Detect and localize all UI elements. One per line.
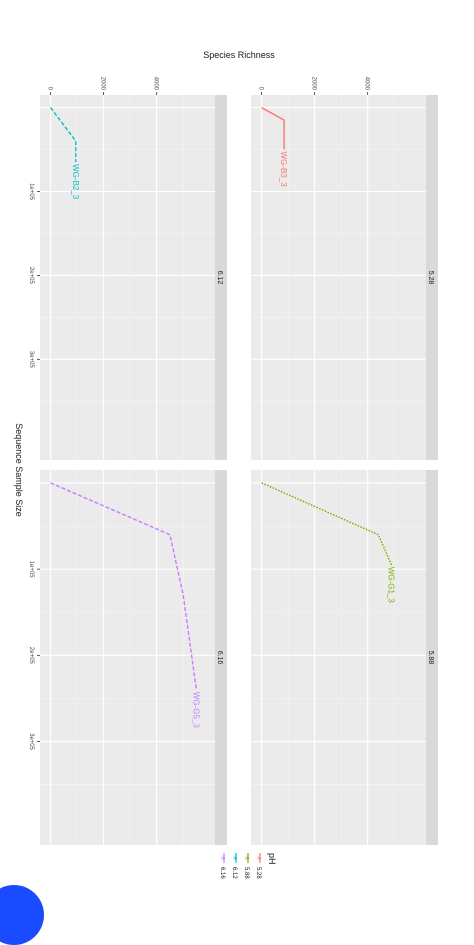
panel-background — [251, 470, 426, 845]
facet-strip — [426, 95, 438, 460]
facet-strip-label: 5.28 — [427, 271, 434, 285]
legend-title: pH — [267, 853, 277, 865]
facet-panel-5.28: 5.28 WG-B3_3 — [251, 95, 438, 460]
facet-panel-6.12: 6.12 WG-B2_3 — [40, 95, 227, 460]
y-tick-label: 2000 — [311, 77, 317, 91]
y-tick-label: 0 — [258, 87, 264, 91]
y-tick-label: 4000 — [364, 77, 370, 91]
legend-item-label: 5.28 — [255, 867, 261, 879]
series-end-label: WG-B3_3 — [279, 152, 288, 188]
y-tick-label: 2000 — [100, 77, 106, 91]
legend-item-label: 6.12 — [231, 867, 237, 879]
x-tick-label: 1e+05 — [28, 183, 34, 201]
facet-strip-label: 6.12 — [216, 271, 223, 285]
legend-key-6.12: a 6.12 — [231, 853, 238, 879]
x-tick-label: 1e+05 — [28, 561, 34, 579]
series-line-5.88 — [261, 482, 393, 566]
facet-strip-label: 6.16 — [216, 651, 223, 665]
facet-panel-6.16: 6.16 WG-G5_3 — [40, 470, 227, 845]
series-line-6.12 — [50, 107, 77, 163]
y-tick-label: 4000 — [153, 77, 159, 91]
x-tick-label: 2e+05 — [28, 267, 34, 285]
panel-background — [40, 470, 215, 845]
facet-strip-label: 5.88 — [427, 651, 434, 665]
y-tick-label: 0 — [47, 87, 53, 91]
legend-key-glyph: a — [244, 856, 250, 860]
x-tick-label: 3e+05 — [28, 733, 34, 751]
legend-key-glyph: a — [232, 856, 238, 860]
panel-background — [251, 95, 426, 460]
legend-item-label: 6.16 — [219, 867, 225, 879]
chart-svg: 5.28 WG-B3_3 5.88 WG-G1_3 6.12 WG-B2_3 6.16 WG-… — [14, 50, 438, 879]
panel-background — [40, 95, 215, 460]
series-end-label: WG-G5_3 — [191, 692, 200, 729]
series-end-label: WG-G1_3 — [387, 567, 396, 604]
x-axis-title: Sequence Sample Size — [14, 423, 24, 517]
axes: 0 2000 4000 1e+05 2e+05 3e+05 0 2000 4000 1e+05 2e… — [14, 50, 370, 751]
legend-key-5.88: a 5.88 — [243, 853, 250, 879]
series-end-label: WG-B2_3 — [71, 164, 80, 200]
faceted-rarefaction-chart: 5.28 WG-B3_3 5.88 WG-G1_3 6.12 WG-B2_3 6.16 WG-… — [14, 50, 438, 879]
legend: pH a 5.28 a 5.88 a 6.12 a 6.16 — [219, 853, 277, 879]
legend-key-glyph: a — [220, 856, 226, 860]
legend-item-label: 5.88 — [243, 867, 249, 879]
facet-panels: 5.28 WG-B3_3 5.88 WG-G1_3 6.12 WG-B2_3 6.16 WG-… — [40, 95, 438, 845]
series-line-5.28 — [261, 106, 285, 150]
facet-strip — [215, 470, 227, 845]
rotated-plot: 5.28 WG-B3_3 5.88 WG-G1_3 6.12 WG-B2_3 6.16 WG-… — [14, 50, 438, 879]
x-tick-label: 3e+05 — [28, 351, 34, 369]
x-tick-label: 2e+05 — [28, 647, 34, 665]
legend-key-5.28: a 5.28 — [255, 853, 262, 879]
legend-key-glyph: a — [256, 856, 262, 860]
y-axis-title: Species Richness — [203, 50, 275, 60]
facet-strip — [426, 470, 438, 845]
facet-panel-5.88: 5.88 WG-G1_3 — [251, 470, 438, 845]
legend-key-6.16: a 6.16 — [219, 853, 226, 879]
facet-strip — [215, 95, 227, 460]
